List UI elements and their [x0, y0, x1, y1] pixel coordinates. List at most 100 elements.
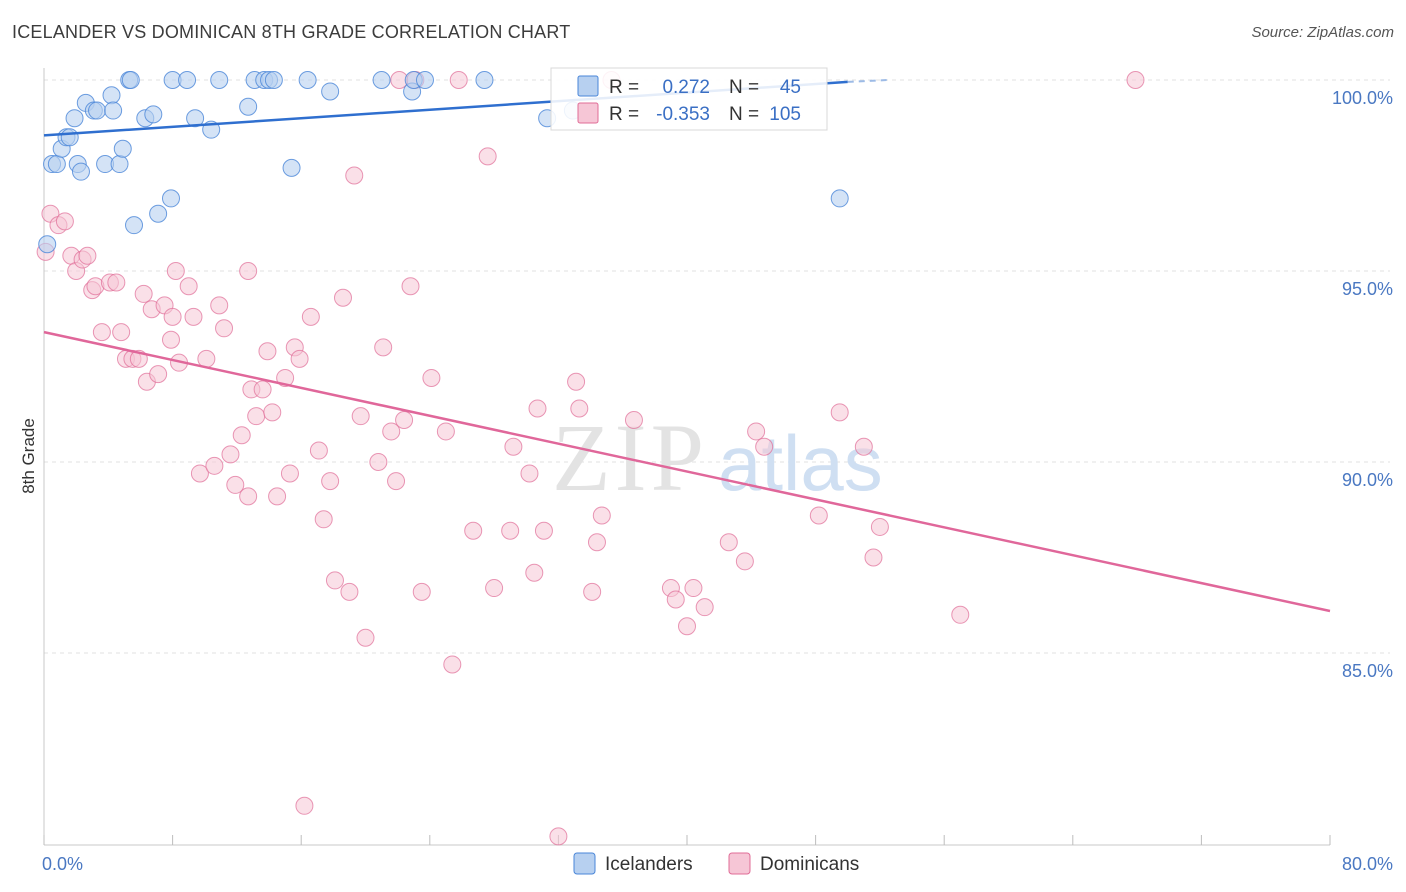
dominicans-point [809, 506, 828, 525]
stats-r-label-icelanders: R = [609, 77, 639, 98]
dominicans-point [301, 307, 320, 326]
dominicans-point [678, 617, 696, 636]
icelanders-point [830, 189, 849, 208]
dominicans-point [478, 147, 497, 166]
icelanders-point [60, 128, 79, 147]
dominicans-point [549, 827, 568, 846]
dominicans-point [226, 475, 245, 494]
dominicans-point [78, 246, 97, 265]
source-label: Source: ZipAtlas.com [1251, 24, 1394, 41]
dominicans-point [184, 307, 203, 326]
dominicans-point [263, 403, 282, 422]
dominicans-point [422, 368, 441, 387]
dominicans-trend-line [43, 330, 1331, 613]
y-tick-label: 95.0% [1342, 279, 1393, 299]
stats-swatch-icelanders [577, 75, 599, 97]
stats-n-label-icelanders: N = [729, 77, 759, 98]
x-tick-label: 80.0% [1342, 854, 1393, 874]
y-axis-label: 8th Grade [19, 418, 38, 494]
stats-r-dominicans: -0.353 [656, 104, 710, 125]
chart-title: ICELANDER VS DOMINICAN 8TH GRADE CORRELA… [12, 22, 571, 42]
x-tick-label: 0.0% [42, 854, 83, 874]
dominicans-point [695, 598, 714, 617]
icelanders-point [110, 155, 129, 174]
dominicans-point [951, 605, 970, 624]
y-tick-labels: 85.0% 90.0% 95.0% 100.0% [1332, 88, 1393, 681]
dominicans-point [247, 407, 266, 426]
trend-lines [43, 79, 1331, 613]
legend-label-icelanders: Icelanders [605, 854, 693, 875]
icelanders-point [415, 71, 434, 89]
dominicans-point [624, 410, 643, 429]
icelanders-points [38, 71, 849, 254]
dominicans-point [534, 521, 553, 540]
stats-r-icelanders: 0.272 [662, 77, 710, 98]
icelanders-point [186, 109, 205, 128]
dominicans-point [92, 323, 111, 342]
grid-lines [44, 79, 1390, 654]
dominicans-point [592, 506, 611, 525]
dominicans-point [567, 372, 586, 391]
icelanders-point [88, 101, 107, 120]
dominicans-point [401, 277, 420, 296]
dominicans-point [112, 323, 131, 342]
dominicans-point [239, 262, 258, 280]
icelanders-point [372, 71, 391, 89]
dominicans-point [528, 399, 547, 418]
x-tick-labels: 0.0% 80.0% [42, 854, 1393, 874]
dominicans-point [210, 296, 229, 315]
stats-n-label-dominicans: N = [729, 104, 759, 125]
legend-swatch-dominicans [728, 852, 751, 875]
icelanders-point [102, 86, 121, 105]
watermark: ZIP atlas [552, 404, 883, 511]
dominicans-point [134, 284, 153, 303]
icelanders-point [321, 82, 340, 101]
dominicans-point [755, 437, 774, 456]
dominicans-point [666, 590, 685, 609]
icelanders-point [144, 105, 163, 124]
icelanders-point [282, 158, 301, 177]
series-legend: Icelanders Dominicans [573, 852, 859, 875]
dominicans-point [583, 582, 602, 601]
dominicans-point [258, 342, 277, 361]
dominicans-point [436, 422, 455, 441]
dominicans-point [570, 399, 589, 418]
icelanders-point [264, 71, 283, 89]
dominicans-point [854, 437, 873, 456]
y-tick-label: 90.0% [1342, 470, 1393, 490]
dominicans-point [735, 552, 754, 571]
dominicans-point [369, 453, 388, 471]
dominicans-point [501, 521, 520, 540]
dominicans-point [684, 579, 703, 598]
icelanders-point [149, 204, 168, 223]
icelanders-point [210, 71, 229, 89]
dominicans-point [205, 456, 224, 475]
legend-label-dominicans: Dominicans [760, 854, 859, 875]
icelanders-point [178, 71, 197, 89]
icelanders-point [125, 216, 144, 235]
dominicans-point [395, 410, 414, 429]
dominicans-point [747, 422, 766, 441]
icelanders-point [38, 235, 57, 254]
dominicans-point [163, 307, 182, 326]
icelanders-point [121, 71, 140, 89]
dominicans-point [253, 380, 272, 399]
dominicans-point [55, 212, 74, 231]
dominicans-point [179, 277, 198, 296]
dominicans-point [830, 403, 849, 422]
dominicans-point [864, 548, 883, 567]
stats-n-dominicans: 105 [769, 104, 801, 125]
dominicans-point [520, 464, 539, 483]
dominicans-point [166, 262, 185, 280]
dominicans-point [314, 510, 333, 529]
dominicans-point [309, 441, 328, 460]
dominicans-point [280, 464, 299, 483]
dominicans-point [351, 407, 370, 426]
dominicans-point [340, 582, 359, 601]
dominicans-point [504, 437, 523, 456]
icelanders-point [475, 71, 494, 89]
dominicans-point [356, 628, 375, 647]
dominicans-point [107, 273, 126, 292]
dominicans-point [449, 71, 468, 89]
y-tick-label: 85.0% [1342, 661, 1393, 681]
